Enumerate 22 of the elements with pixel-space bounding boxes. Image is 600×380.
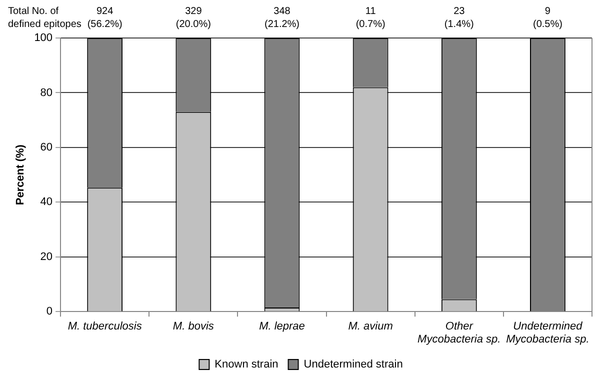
y-tick-label: 80 — [40, 86, 53, 99]
legend-label: Known strain — [214, 358, 278, 371]
x-tick-label: M. leprae — [259, 320, 305, 332]
text: 11 (0.7%) — [356, 6, 386, 30]
text: 348 (21.2%) — [264, 6, 300, 30]
text: 23 (1.4%) — [444, 6, 474, 30]
y-tick-label: 0 — [46, 306, 53, 318]
x-tick-label: M. tuberculosis — [68, 320, 142, 332]
y-axis-title: Percent (%) — [14, 144, 27, 206]
y-tick-label: 60 — [40, 141, 53, 154]
y-tick-label: 20 — [40, 250, 53, 263]
text: Total No. of defined epitopes — [8, 6, 82, 30]
legend-label: Undetermined strain — [304, 358, 403, 371]
y-tick-label: 100 — [34, 32, 53, 44]
text: 9 (0.5%) — [532, 6, 562, 30]
text: 329 (20.0%) — [176, 6, 211, 30]
x-tick-label: Undetermined Mycobacteria sp. — [506, 320, 590, 346]
text: 924 (56.2%) — [87, 6, 122, 30]
x-tick-label: M. bovis — [172, 320, 214, 332]
x-tick-label: Other Mycobacteria sp. — [418, 320, 501, 346]
y-tick-label: 40 — [40, 196, 53, 208]
x-tick-label: M. avium — [348, 320, 393, 332]
